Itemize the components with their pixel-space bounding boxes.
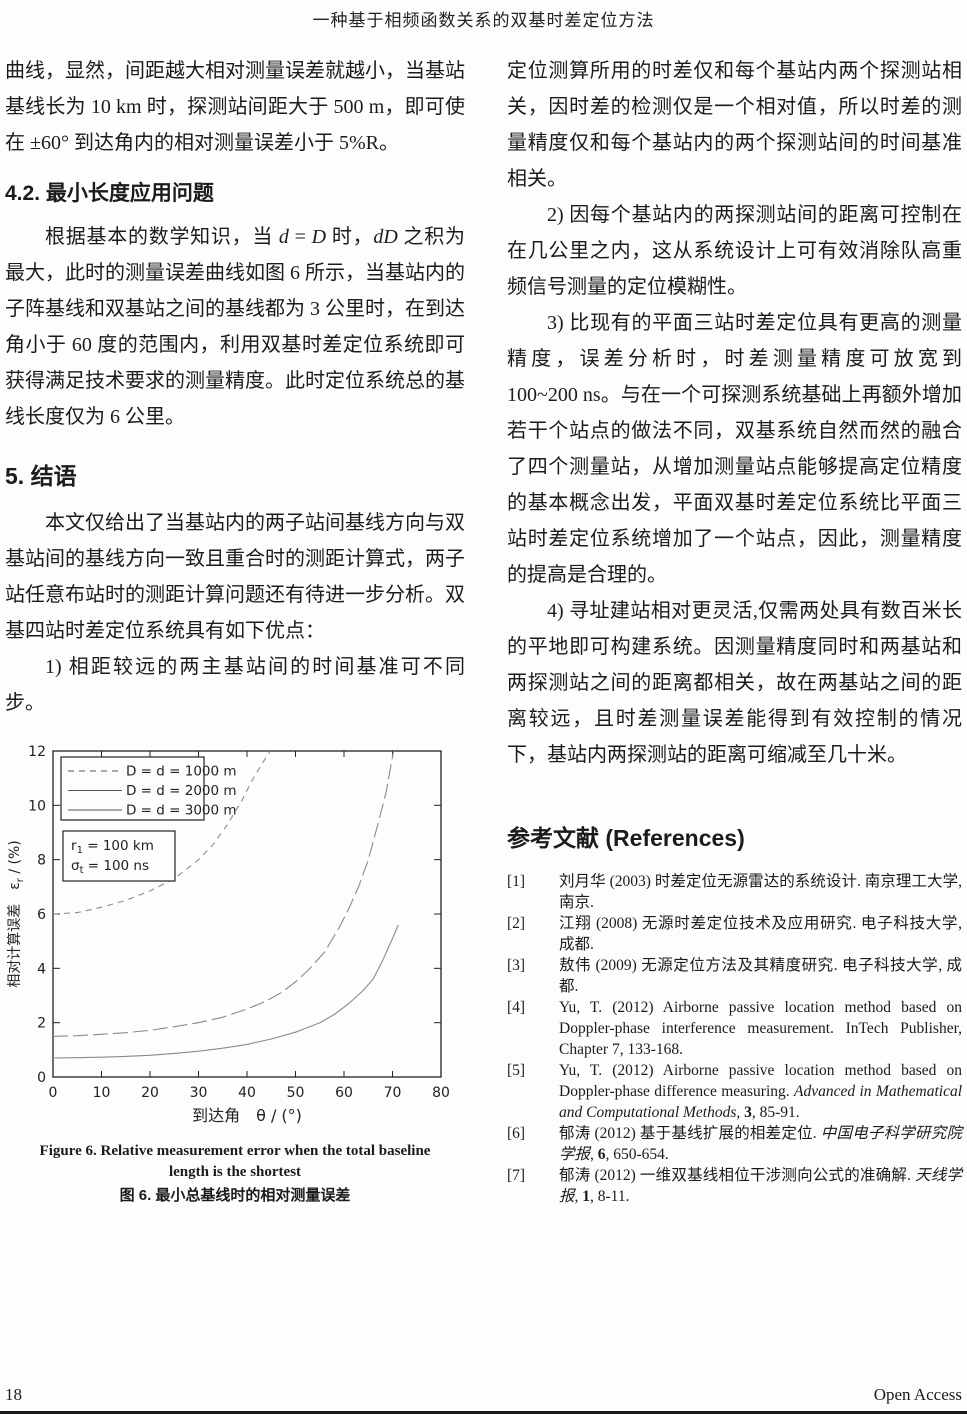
reference-text: 敖伟 (2009) 无源定位方法及其精度研究. 电子科技大学, 成都.: [559, 957, 962, 995]
reference-text: 郁涛 (2012) 基于基线扩展的相差定位. 中国电子科学研究院学报, 6, 6…: [559, 1125, 962, 1163]
svg-text:80: 80: [432, 1085, 450, 1101]
paragraph: 定位测算所用的时差仅和每个基站内两个探测站相关，因时差的检测仅是一个相对值，所以…: [507, 60, 962, 190]
reference-number: [1]: [507, 873, 526, 890]
reference-number: [4]: [507, 999, 526, 1016]
svg-text:60: 60: [335, 1085, 353, 1101]
references-heading: 参考文献 (References): [507, 825, 745, 851]
chart: 0 10 20 30 40 50 60 70 80 0 2 4 6 8 10 12 到达角 θ / (°) 相对计…: [5, 739, 465, 1133]
reference-text: 郁涛 (2012) 一维双基线相位干涉测向公式的准确解. 天线学报, 1, 8-…: [559, 1167, 962, 1205]
paper-title: 一种基于相频函数关系的双基时差定位方法: [312, 11, 655, 30]
column-left: 曲线，显然，间距越大相对测量误差就越小，当基站基线长为 10 km 时，探测站间…: [5, 53, 465, 1207]
svg-text:4: 4: [37, 961, 46, 977]
reference-number: [7]: [507, 1167, 526, 1184]
paragraph: 3) 比现有的平面三站时差定位具有更高的测量精度，误差分析时，时差测量精度可放宽…: [507, 312, 962, 586]
svg-text:20: 20: [141, 1085, 159, 1101]
svg-text:0: 0: [37, 1070, 46, 1086]
reference-number: [2]: [507, 915, 526, 932]
reference-item: [4] Yu, T. (2012) Airborne passive locati…: [507, 997, 962, 1060]
right-text-blocks: 定位测算所用的时差仅和每个基站内两个探测站相关，因时差的检测仅是一个相对值，所以…: [507, 53, 962, 773]
paragraph: 1) 相距较远的两主基站间的时间基准可不同步。: [5, 656, 465, 714]
reference-text: Yu, T. (2012) Airborne passive location …: [559, 999, 962, 1058]
series-line: [52, 924, 399, 1059]
svg-text:12: 12: [28, 744, 46, 760]
reference-item: [5] Yu, T. (2012) Airborne passive locati…: [507, 1060, 962, 1123]
reference-list: [1] 刘月华 (2003) 时差定位无源雷达的系统设计. 南京理工大学, 南京.…: [507, 871, 962, 1207]
reference-text: 刘月华 (2003) 时差定位无源雷达的系统设计. 南京理工大学, 南京.: [559, 873, 962, 911]
column-right: 定位测算所用的时差仅和每个基站内两个探测站相关，因时差的检测仅是一个相对值，所以…: [507, 53, 962, 1207]
figure-caption-en-line1: Figure 6. Relative measurement error whe…: [39, 1143, 431, 1159]
annotation-text: r1 = 100 km: [71, 838, 154, 856]
figure-caption-zh: 图 6. 最小总基线时的相对测量误差: [119, 1187, 351, 1204]
section-heading: 4.2. 最小长度应用问题: [5, 182, 214, 205]
reference-text: 江翔 (2008) 无源时差定位技术及应用研究. 电子科技大学, 成都.: [559, 915, 962, 953]
reference-item: [2] 江翔 (2008) 无源时差定位技术及应用研究. 电子科技大学, 成都.: [507, 913, 962, 955]
svg-text:30: 30: [190, 1085, 208, 1101]
reference-number: [6]: [507, 1125, 526, 1142]
page-footer: 18 Open Access: [5, 1385, 962, 1405]
figure-caption-en-line2: length is the shortest: [168, 1164, 302, 1180]
section-heading: 5. 结语: [5, 463, 77, 489]
svg-text:0: 0: [49, 1085, 58, 1101]
figure-6: 0 10 20 30 40 50 60 70 80 0 2 4 6 8 10 12 到达角 θ / (°) 相对计…: [5, 739, 465, 1207]
svg-text:10: 10: [93, 1085, 111, 1101]
annotation-text: σt = 100 ns: [71, 858, 149, 876]
y-axis-label: 相对计算误差 εr / (%): [7, 840, 26, 988]
chart-svg: 0 10 20 30 40 50 60 70 80 0 2 4 6 8 10 12 到达角 θ / (°) 相对计…: [7, 744, 450, 1125]
series-line: [52, 750, 271, 915]
paragraph: 根据基本的数学知识，当 d = D 时，dD 之积为最大，此时的测量误差曲线如图…: [5, 226, 466, 428]
two-column-layout: 曲线，显然，间距越大相对测量误差就越小，当基站基线长为 10 km 时，探测站间…: [0, 53, 967, 1207]
page-number: 18: [5, 1385, 22, 1404]
legend-entry: D = d = 3000 m: [126, 803, 237, 819]
reference-text: Yu, T. (2012) Airborne passive location …: [559, 1062, 963, 1121]
svg-text:6: 6: [37, 907, 46, 923]
legend-entry: D = d = 2000 m: [126, 783, 237, 799]
paragraph: 4) 寻址建站相对更灵活,仅需两处具有数百米长的平地即可构建系统。因测量精度同时…: [507, 600, 962, 766]
left-text-blocks: 曲线，显然，间距越大相对测量误差就越小，当基站基线长为 10 km 时，探测站间…: [5, 53, 465, 721]
series-line: [52, 750, 395, 1037]
reference-item: [3] 敖伟 (2009) 无源定位方法及其精度研究. 电子科技大学, 成都.: [507, 955, 962, 997]
figure-caption: Figure 6. Relative measurement error whe…: [5, 1141, 465, 1207]
reference-item: [7] 郁涛 (2012) 一维双基线相位干涉测向公式的准确解. 天线学报, 1,…: [507, 1165, 962, 1207]
x-axis-label: 到达角 θ / (°): [192, 1106, 302, 1125]
legend-entry: D = d = 1000 m: [126, 764, 237, 780]
svg-text:50: 50: [287, 1085, 305, 1101]
svg-text:40: 40: [238, 1085, 256, 1101]
paragraph: 2) 因每个基站内的两探测站间的距离可控制在在几公里之内，这从系统设计上可有效消…: [507, 204, 962, 298]
paragraph: 本文仅给出了当基站内的两子站间基线方向与双基站间的基线方向一致且重合时的测距计算…: [5, 512, 465, 642]
reference-number: [5]: [507, 1062, 526, 1079]
svg-text:2: 2: [37, 1016, 46, 1032]
svg-text:10: 10: [28, 798, 46, 814]
svg-text:8: 8: [37, 853, 46, 869]
reference-number: [3]: [507, 957, 526, 974]
reference-item: [6] 郁涛 (2012) 基于基线扩展的相差定位. 中国电子科学研究院学报, 6…: [507, 1123, 962, 1165]
open-access-label: Open Access: [873, 1385, 962, 1404]
paragraph: 曲线，显然，间距越大相对测量误差就越小，当基站基线长为 10 km 时，探测站间…: [5, 60, 465, 154]
reference-item: [1] 刘月华 (2003) 时差定位无源雷达的系统设计. 南京理工大学, 南京.: [507, 871, 962, 913]
svg-text:70: 70: [384, 1085, 402, 1101]
